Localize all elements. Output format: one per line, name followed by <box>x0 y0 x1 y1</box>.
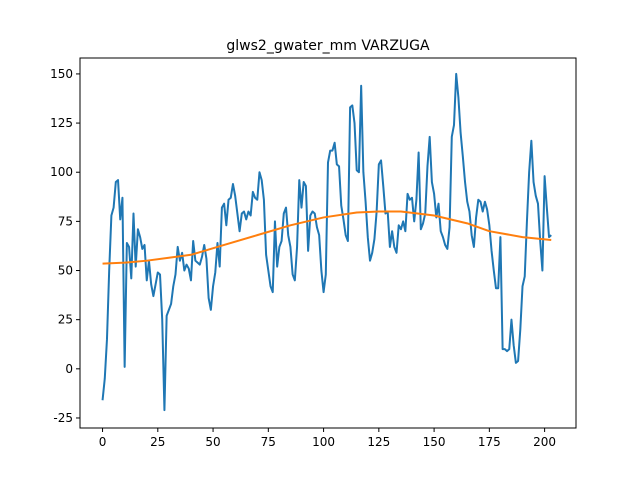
y-tick-label: 75 <box>58 214 73 228</box>
x-tick-label: 50 <box>205 435 220 449</box>
y-tick-label: 125 <box>50 116 73 130</box>
x-tick-label: 75 <box>261 435 276 449</box>
series-line <box>102 210 552 265</box>
x-tick-label: 200 <box>533 435 556 449</box>
x-tick-label: 25 <box>150 435 165 449</box>
y-tick-label: 0 <box>65 362 73 376</box>
y-tick-label: 100 <box>50 165 73 179</box>
y-tick-label: -25 <box>53 411 73 425</box>
x-tick-label: 150 <box>423 435 446 449</box>
series-line <box>101 72 552 412</box>
x-tick-label: 125 <box>367 435 390 449</box>
chart-title: glws2_gwater_mm VARZUGA <box>226 38 430 54</box>
x-tick-label: 175 <box>478 435 501 449</box>
x-tick-label: 0 <box>99 435 107 449</box>
plot-frame <box>79 57 577 429</box>
x-tick-label: 100 <box>312 435 335 449</box>
y-tick-label: 50 <box>58 264 73 278</box>
y-tick-label: 25 <box>58 313 73 327</box>
y-tick-label: 150 <box>50 67 73 81</box>
